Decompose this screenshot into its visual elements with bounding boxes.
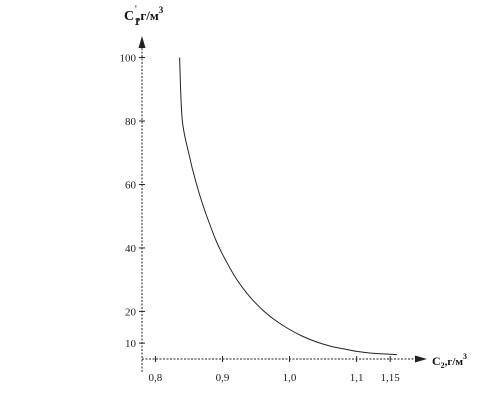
y-tick-label: 10 <box>125 338 137 350</box>
x-tick-label: 1,15 <box>381 372 401 384</box>
y-axis-arrow-icon <box>138 36 146 48</box>
y-axis-title-prime: ' <box>135 4 138 14</box>
series-layer <box>179 57 397 356</box>
x-axis-title-unit: ,г/м <box>445 356 464 368</box>
x-axis-title-unit-sup: 3 <box>463 352 467 361</box>
x-axis <box>142 355 427 363</box>
y-tick-label: 100 <box>120 53 137 65</box>
y-axis-title-main: C <box>124 9 134 24</box>
y-axis-title: C1 ',г/м3 <box>124 4 164 28</box>
x-axis-title-sub: 2 <box>441 361 445 370</box>
series-line <box>179 57 397 356</box>
y-ticks: 10 20 40 60 80 100 <box>120 53 145 350</box>
y-axis-title-unit: ,г/м <box>137 8 159 23</box>
x-tick-label: 0,9 <box>216 372 230 384</box>
x-axis-title: C2,г/м3 <box>432 352 467 370</box>
y-axis-title-unit-sup: 3 <box>159 5 164 15</box>
x-tick-label: 1,1 <box>350 372 364 384</box>
x-axis-arrow-icon <box>415 355 427 363</box>
x-ticks: 0,8 0,9 1,0 1,1 1,15 <box>149 356 401 384</box>
y-tick-label: 40 <box>125 243 137 255</box>
y-tick-label: 20 <box>125 306 137 318</box>
y-tick-label: 60 <box>125 179 137 191</box>
x-tick-label: 1,0 <box>283 372 297 384</box>
y-tick-label: 80 <box>125 116 137 128</box>
y-axis-title-sub: 1 <box>134 16 140 28</box>
x-tick-label: 0,8 <box>149 372 163 384</box>
y-axis <box>138 36 146 372</box>
x-axis-title-main: C <box>432 354 441 368</box>
